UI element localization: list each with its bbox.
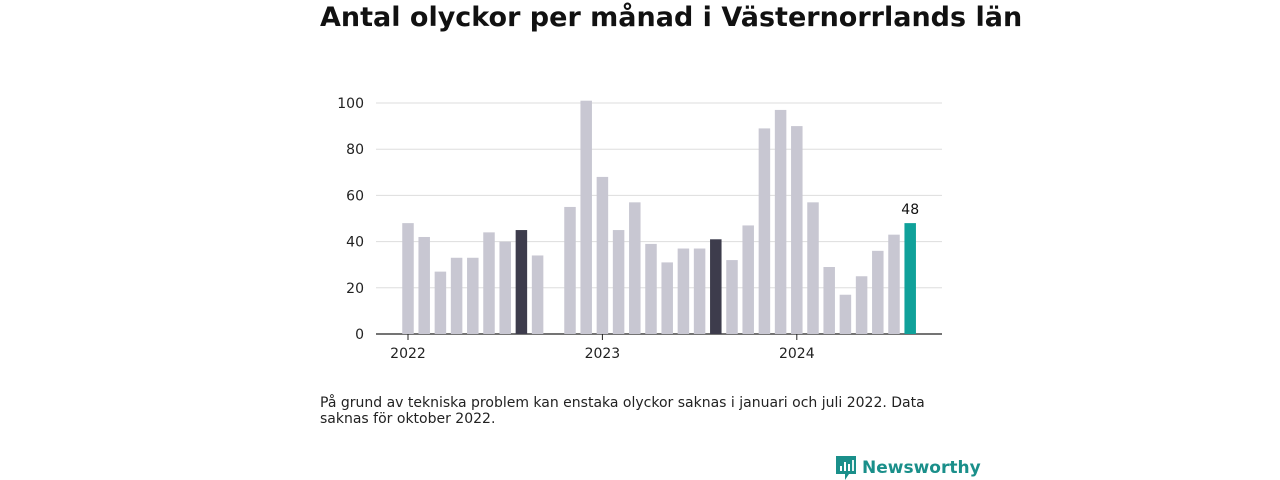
bar-chart: 0 20 40 60 80 100 2022 2023 2024 48 <box>337 96 942 362</box>
y-tick-label: 0 <box>355 327 364 343</box>
bar-2023-08 <box>710 239 722 334</box>
bar-2022-03 <box>434 271 447 334</box>
bar-2022-11 <box>564 206 576 334</box>
bar-2023-01 <box>596 176 609 334</box>
bar-2022-09 <box>531 255 544 334</box>
bar-2022-02 <box>418 236 430 334</box>
bar-2024-04 <box>839 294 852 334</box>
y-tick-label: 60 <box>346 188 364 204</box>
bar-2022-05 <box>467 257 479 334</box>
x-tick-label: 2022 <box>390 346 426 362</box>
latest-value-label: 48 <box>901 202 919 218</box>
bar-2022-01 <box>402 223 414 334</box>
bar-2024-08 <box>904 223 916 334</box>
y-tick-label: 40 <box>346 235 364 251</box>
newsworthy-logo: Newsworthy <box>836 456 981 480</box>
bar-2023-05 <box>661 262 673 334</box>
y-tick-label: 20 <box>346 281 364 297</box>
bar-2024-02 <box>807 202 819 334</box>
bar-2023-02 <box>612 230 625 334</box>
chart-title: Antal olyckor per månad i Västernorrland… <box>320 2 1023 33</box>
x-tick-label: 2023 <box>585 346 621 362</box>
bar-2023-03 <box>629 202 641 334</box>
bar-2024-05 <box>855 276 868 334</box>
x-tick-label: 2024 <box>779 346 815 362</box>
bar-2024-06 <box>872 250 884 334</box>
bar-2024-07 <box>888 234 900 334</box>
bar-2022-12 <box>580 100 592 334</box>
bars <box>402 100 916 335</box>
bar-2022-08 <box>515 230 528 334</box>
bar-2024-03 <box>823 267 835 334</box>
y-tick-label: 100 <box>337 96 364 112</box>
bar-2024-01 <box>791 126 803 334</box>
bar-2022-06 <box>483 232 495 334</box>
bar-2023-11 <box>758 128 771 334</box>
bar-2023-10 <box>742 225 754 334</box>
y-tick-label: 80 <box>346 142 364 158</box>
bar-2022-04 <box>450 257 463 334</box>
axis-labels: 0 20 40 60 80 100 2022 2023 2024 48 <box>337 96 919 362</box>
bar-2023-06 <box>677 248 690 334</box>
bar-2023-07 <box>693 248 706 334</box>
bar-2022-07 <box>499 241 511 334</box>
bar-2023-12 <box>774 109 787 335</box>
newsworthy-logo-icon <box>836 456 856 480</box>
bar-2023-09 <box>726 260 738 334</box>
bar-2023-04 <box>645 243 657 334</box>
footnote: På grund av tekniska problem kan enstaka… <box>320 395 925 427</box>
brand-name: Newsworthy <box>862 458 981 478</box>
